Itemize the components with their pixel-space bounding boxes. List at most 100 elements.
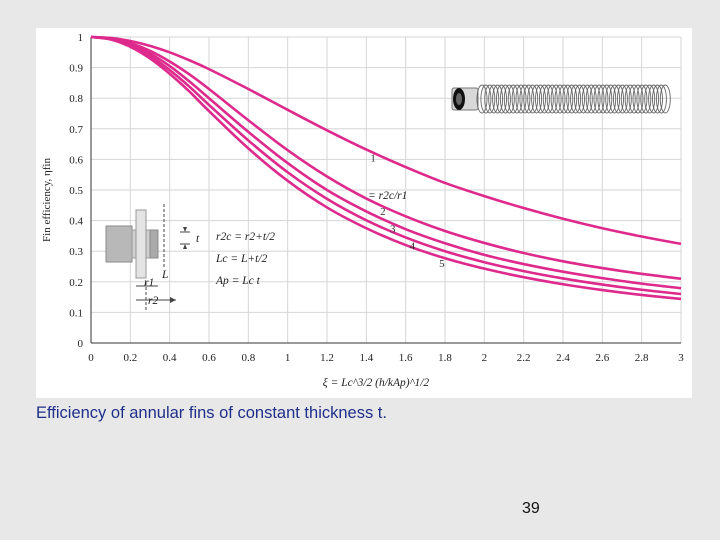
fin-ring xyxy=(644,84,656,114)
fin-ring xyxy=(480,84,492,114)
fin-ring xyxy=(628,84,640,114)
fin-ring xyxy=(593,84,605,114)
fin-ring xyxy=(640,84,652,114)
fin-ring xyxy=(616,84,628,114)
fin-ring xyxy=(570,84,582,114)
y-tick-label: 0.3 xyxy=(69,246,83,258)
annular-fin-cross-section-icon xyxy=(105,204,190,312)
series-line-3 xyxy=(90,35,682,290)
fin-ring xyxy=(538,84,550,114)
fin-ring xyxy=(496,84,507,114)
series-label-1: 1 xyxy=(370,153,376,165)
y-tick-label: 0.5 xyxy=(69,185,83,197)
fin-ring xyxy=(531,84,543,114)
curve-legend-label: = r2c/r1 xyxy=(368,190,407,202)
fin-ring xyxy=(609,84,621,114)
fin-ring xyxy=(632,84,644,114)
fin-ring xyxy=(503,84,515,114)
x-tick-label: 0 xyxy=(88,352,94,364)
y-tick-label: 0.4 xyxy=(69,216,83,228)
fin-ring xyxy=(511,84,523,114)
chart-panel: 0 0.2 0.4 0.6 0.8 1 1.2 1.4 1.6 1.8 2 2.2 2.4 2.6 2.8 3… xyxy=(36,28,692,398)
fin-ring xyxy=(488,84,500,114)
x-tick-label: 2.6 xyxy=(595,352,609,364)
fin-ring xyxy=(620,84,632,114)
fin-ring xyxy=(484,84,496,114)
finned-tube-icon xyxy=(451,84,671,114)
y-tick-label: 0.7 xyxy=(69,124,83,136)
series-line-1 xyxy=(90,35,682,246)
series-line-4 xyxy=(90,35,682,296)
x-tick-label: 3 xyxy=(678,352,684,364)
x-tick-label: 2.8 xyxy=(635,352,649,364)
fin-ring xyxy=(613,84,624,114)
y-tick-label: 0.8 xyxy=(69,93,83,105)
fin-ring xyxy=(499,84,511,114)
fin-ring xyxy=(605,84,617,114)
inset-label-r2: r2 xyxy=(148,295,158,307)
fin-ring xyxy=(585,84,597,114)
x-tick-label: 1.8 xyxy=(438,352,452,364)
series-line-2 xyxy=(90,35,682,281)
formula-r2c: r2c = r2+t/2 xyxy=(216,231,275,243)
x-axis-label: ξ = Lc^3/2 (h/kAp)^1/2 xyxy=(323,376,430,389)
x-tick-label: 0.8 xyxy=(241,352,255,364)
fin-ring xyxy=(542,84,554,114)
x-tick-label: 0.6 xyxy=(202,352,216,364)
fin-ring xyxy=(624,84,636,114)
fin-ring xyxy=(655,84,667,114)
y-tick-label: 0.6 xyxy=(69,154,83,166)
x-tick-label: 1.2 xyxy=(320,352,334,364)
fin-ring xyxy=(523,84,535,114)
fin-ring xyxy=(659,84,671,114)
formula-lc: Lc = L+t/2 xyxy=(215,253,268,265)
fin-ring xyxy=(581,84,593,114)
y-tick-label: 0.2 xyxy=(69,277,83,289)
x-tick-label: 0.4 xyxy=(163,352,177,364)
fin-ring xyxy=(574,84,585,114)
fin-ring xyxy=(652,84,663,114)
fin-ring xyxy=(546,84,558,114)
fin-ring xyxy=(527,84,539,114)
fin-ring xyxy=(597,84,609,114)
fin-ring xyxy=(550,84,562,114)
formula-ap: Ap = Lc t xyxy=(215,275,261,287)
fin-ring xyxy=(476,84,488,114)
x-tick-labels: 0 0.2 0.4 0.6 0.8 1 1.2 1.4 1.6 1.8 2 2.2 2.4 2.6 2.8 3 xyxy=(88,352,684,364)
fin-ring xyxy=(519,84,531,114)
fin-ring xyxy=(566,84,578,114)
x-tick-label: 2 xyxy=(482,352,488,364)
inset-label-t: t xyxy=(196,233,200,245)
x-tick-label: 0.2 xyxy=(123,352,137,364)
fin-ring xyxy=(535,84,546,114)
x-tick-label: 1 xyxy=(285,352,291,364)
y-axis-label: Fin efficiency, ηfin xyxy=(41,158,53,242)
y-tick-label: 0 xyxy=(78,338,84,350)
axes xyxy=(90,37,681,344)
fin-ring xyxy=(601,84,613,114)
fin-ring xyxy=(558,84,570,114)
fin-efficiency-chart: 0 0.2 0.4 0.6 0.8 1 1.2 1.4 1.6 1.8 2 2.2 2.4 2.6 2.8 3… xyxy=(41,32,684,389)
fin-ring xyxy=(507,84,519,114)
inset-label-l: L xyxy=(161,269,168,281)
x-tick-label: 2.2 xyxy=(517,352,531,364)
x-tick-label: 1.4 xyxy=(359,352,373,364)
page-number: 39 xyxy=(522,500,540,517)
y-tick-label: 1 xyxy=(78,32,84,44)
series-label-4: 4 xyxy=(410,240,416,252)
x-tick-label: 2.4 xyxy=(556,352,570,364)
series-label-2: 2 xyxy=(380,206,386,218)
fin-ring xyxy=(554,84,566,114)
x-tick-label: 1.6 xyxy=(399,352,413,364)
fin-ring xyxy=(562,84,574,114)
y-tick-labels: 0 0.1 0.2 0.3 0.4 0.5 0.6 0.7 0.8 0.9 1 xyxy=(69,32,83,350)
series-line-5 xyxy=(90,35,682,301)
series xyxy=(90,35,682,301)
inset-label-r1: r1 xyxy=(144,277,154,289)
series-label-5: 5 xyxy=(439,258,445,270)
figure-caption: Efficiency of annular fins of constant t… xyxy=(36,404,387,422)
y-tick-label: 0.1 xyxy=(69,307,83,319)
fin-ring xyxy=(515,84,527,114)
fin-ring xyxy=(648,84,660,114)
